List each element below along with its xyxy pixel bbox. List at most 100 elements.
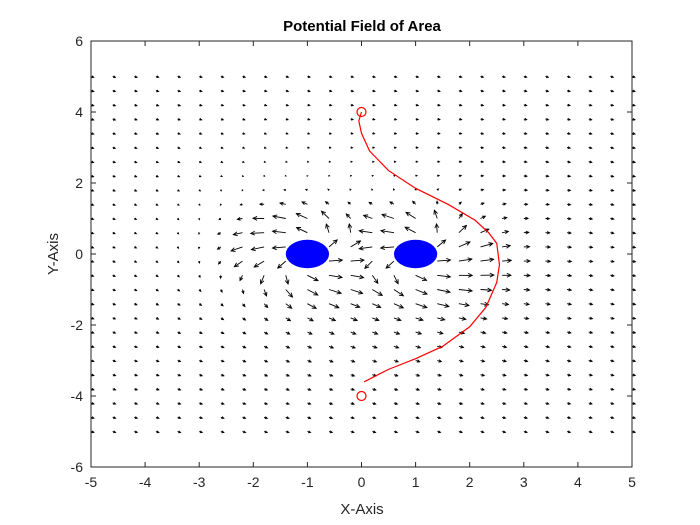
field-arrow-head	[459, 89, 463, 93]
field-arrow-head	[433, 209, 438, 215]
field-arrow-head	[221, 345, 225, 349]
field-arrow	[380, 230, 395, 234]
field-arrow-head	[459, 430, 464, 434]
field-arrow-head	[177, 75, 182, 79]
field-arrow-head	[251, 215, 258, 221]
field-arrow-head	[525, 230, 530, 235]
field-arrow-head	[264, 331, 269, 335]
field-arrow-head	[415, 160, 419, 163]
field-arrow-head	[243, 345, 247, 349]
field-arrow-head	[239, 203, 243, 206]
field-arrow	[328, 317, 336, 322]
field-arrow-head	[545, 132, 550, 135]
field-arrow-head	[295, 227, 302, 232]
field-arrow-head	[156, 89, 160, 93]
field-arrow-head	[91, 217, 95, 221]
field-arrow-head	[91, 160, 95, 164]
field-arrow-head	[134, 416, 139, 419]
field-arrow-head	[611, 203, 615, 206]
field-arrow	[372, 317, 379, 321]
field-arrow-head	[304, 188, 308, 192]
field-arrow-head	[356, 240, 362, 245]
field-arrow-head	[437, 416, 442, 420]
field-arrow	[272, 246, 286, 249]
field-arrow-head	[464, 302, 470, 308]
field-arrow-head	[307, 75, 312, 79]
field-arrow-head	[177, 274, 180, 278]
field-arrow-head	[199, 303, 203, 306]
field-arrow-head	[199, 331, 203, 334]
field-arrow-head	[263, 174, 266, 177]
field-arrow-head	[482, 316, 488, 321]
field-arrow-head	[134, 160, 138, 164]
field-arrow-head	[610, 103, 615, 107]
field-arrow-head	[524, 174, 528, 178]
field-arrow-head	[112, 231, 116, 235]
field-arrow-head	[156, 387, 160, 391]
field-arrow-head	[199, 345, 204, 349]
field-arrow-head	[394, 402, 399, 405]
field-arrow-head	[568, 231, 572, 235]
field-arrow-head	[198, 174, 202, 178]
field-arrow	[380, 246, 394, 249]
field-arrow	[272, 215, 286, 219]
field-arrow-head	[394, 430, 399, 434]
field-arrow-head	[611, 330, 615, 334]
field-arrow-head	[283, 188, 286, 192]
field-arrow-head	[198, 261, 201, 264]
field-arrow-head	[546, 160, 550, 164]
field-arrow-head	[156, 118, 160, 121]
field-arrow-head	[221, 75, 225, 79]
y-tick-label: -4	[71, 388, 84, 404]
field-arrow	[328, 239, 338, 248]
field-arrow-head	[327, 188, 330, 191]
field-arrow	[393, 289, 404, 297]
field-arrow-head	[416, 416, 420, 420]
field-arrow	[437, 274, 451, 278]
field-arrow-head	[359, 274, 365, 280]
field-arrow-head	[395, 331, 401, 335]
field-arrow-head	[91, 203, 95, 206]
field-arrow-head	[524, 89, 528, 93]
field-arrow	[285, 275, 289, 285]
field-arrow-head	[503, 359, 508, 363]
field-arrow-head	[271, 245, 277, 251]
field-arrow-head	[589, 217, 594, 221]
field-arrow-head	[489, 272, 495, 278]
field-arrow-head	[441, 239, 447, 245]
field-arrow-head	[199, 430, 204, 434]
field-arrow-head	[350, 117, 355, 121]
field-arrow-head	[632, 217, 637, 221]
field-arrow-head	[445, 274, 452, 279]
field-arrow	[364, 260, 373, 269]
field-arrow	[415, 303, 427, 309]
field-arrow-head	[459, 146, 463, 149]
field-arrow-head	[568, 273, 573, 278]
field-arrow-head	[480, 89, 485, 93]
y-tick-label: -6	[71, 459, 84, 475]
field-arrow-head	[611, 288, 615, 292]
field-arrow-head	[232, 231, 238, 237]
field-arrow	[502, 245, 511, 248]
field-arrow-head	[394, 103, 398, 107]
x-tick-label: -1	[301, 474, 314, 490]
field-arrow-head	[241, 290, 245, 295]
field-arrow-head	[156, 359, 160, 363]
field-arrow-head	[389, 201, 394, 205]
field-arrow-head	[242, 146, 246, 149]
field-arrow	[480, 289, 492, 291]
field-arrow-head	[467, 257, 473, 263]
field-arrow-head	[263, 291, 268, 297]
field-arrow-head	[416, 402, 421, 405]
field-arrow-head	[91, 132, 95, 135]
field-arrow-head	[415, 103, 420, 107]
x-axis-label: X-Axis	[340, 501, 383, 518]
field-arrow-head	[525, 330, 530, 335]
field-arrow-head	[546, 330, 551, 335]
field-arrow	[480, 258, 494, 262]
field-arrow	[437, 317, 445, 321]
field-arrow-head	[632, 373, 637, 377]
field-arrow-head	[417, 330, 423, 335]
x-tick-label: 2	[466, 474, 474, 490]
field-arrow-head	[546, 387, 550, 391]
